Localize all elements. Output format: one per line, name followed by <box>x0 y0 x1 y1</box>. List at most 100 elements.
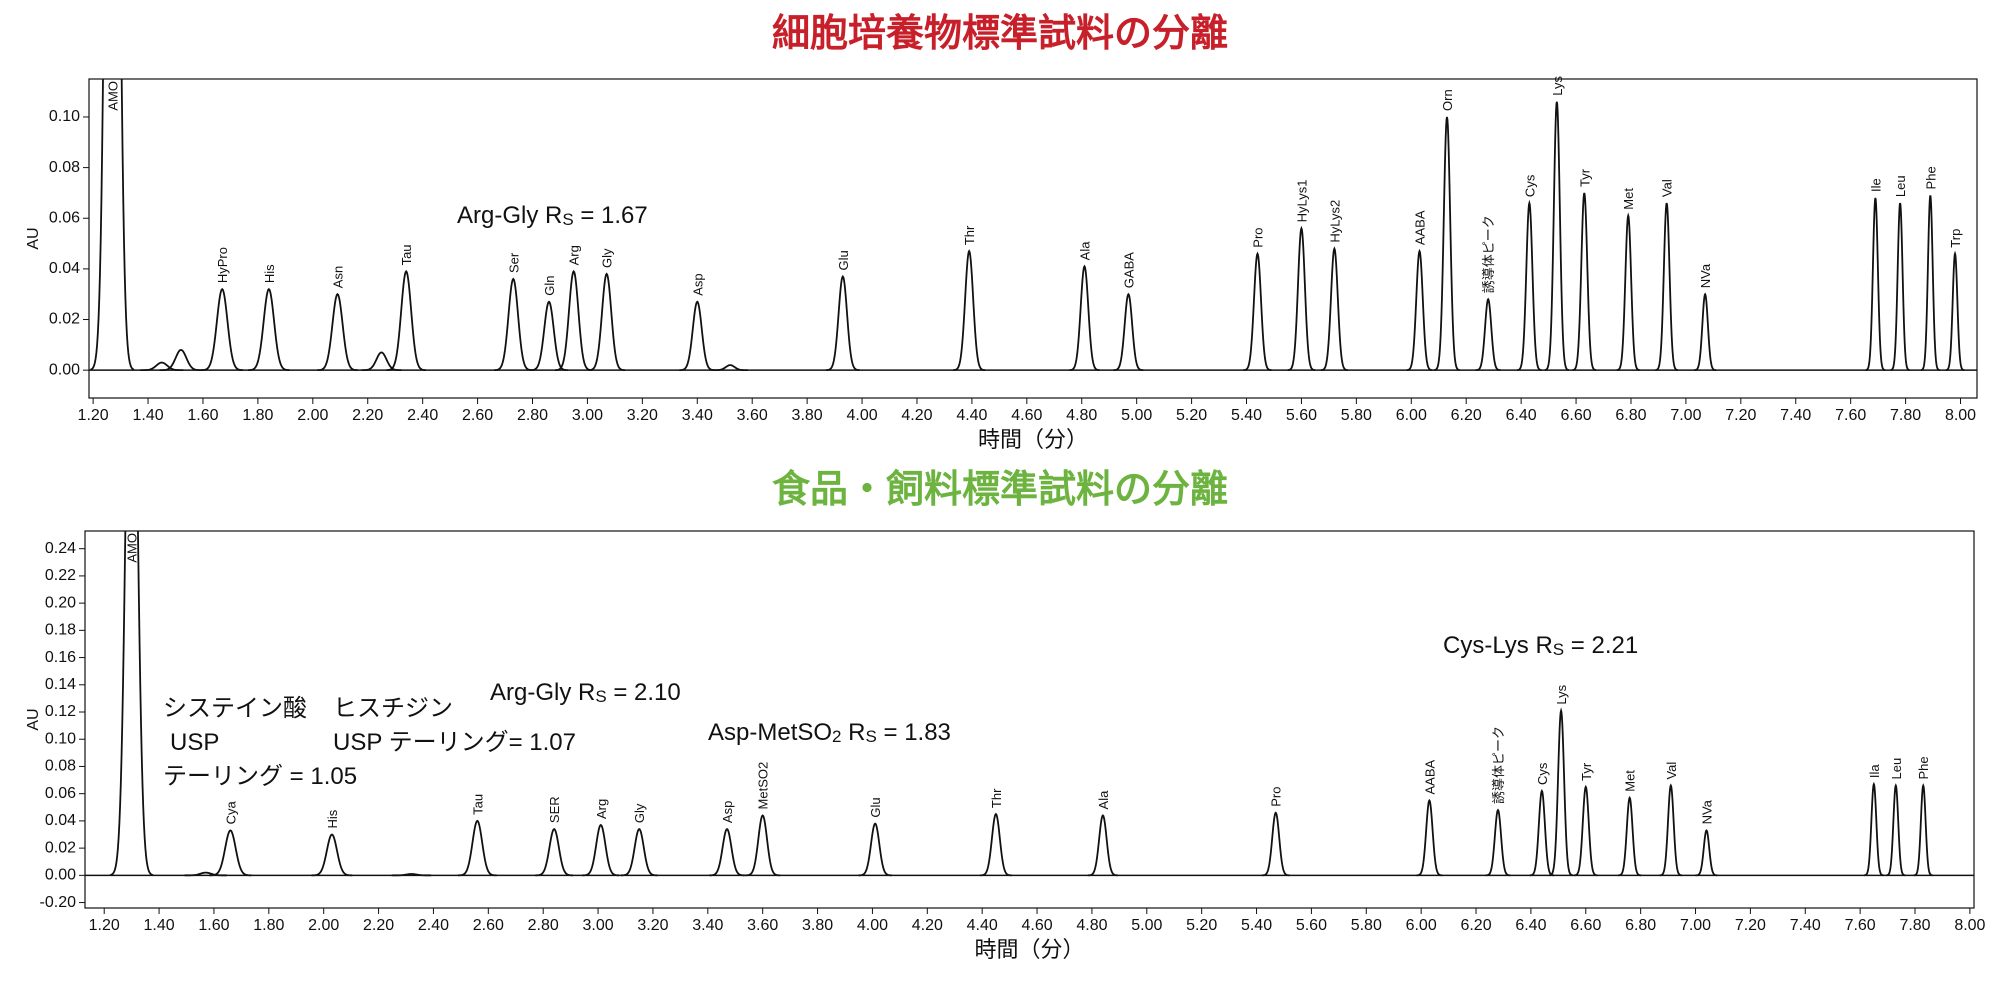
peak <box>1287 225 1316 371</box>
y-tick-label: 0.22 <box>45 567 76 584</box>
peak-label: Arg <box>594 799 609 819</box>
annotation-text: = 1.83 <box>877 719 951 746</box>
annotation: Arg-Gly RS = 2.10 <box>490 679 681 706</box>
peak-label: SER <box>547 796 562 823</box>
peak-label: Gly <box>600 248 615 268</box>
x-tick-label: 6.20 <box>1451 407 1482 424</box>
peak-label: MetSO2 <box>756 762 771 810</box>
x-tick-label: 1.60 <box>187 407 218 424</box>
x-tick-label: 1.20 <box>78 407 109 424</box>
peak-label: Asp <box>720 801 735 823</box>
subscript: S <box>562 210 573 229</box>
x-tick-label: 5.40 <box>1231 407 1262 424</box>
annotation-text: R <box>842 719 866 746</box>
peak <box>980 812 1012 877</box>
peak <box>1694 292 1717 372</box>
peak-label: 誘導体ピーク <box>1481 215 1496 293</box>
y-tick-label: 0.16 <box>45 649 76 666</box>
x-tick-label: 7.60 <box>1845 917 1876 934</box>
x-tick-label: 6.80 <box>1625 917 1656 934</box>
peak-label: Ala <box>1077 241 1092 261</box>
y-tick-label: 0.00 <box>49 361 80 378</box>
peak <box>1320 246 1348 372</box>
x-tick-label: 2.00 <box>297 407 328 424</box>
peak <box>582 823 620 877</box>
peak <box>1616 212 1640 371</box>
peak <box>317 292 358 372</box>
peak-label: 誘導体ピーク <box>1491 726 1506 804</box>
peak <box>858 822 892 877</box>
x-tick-label: 5.00 <box>1121 407 1152 424</box>
x-tick-label: 6.00 <box>1406 917 1437 934</box>
peak <box>1863 781 1884 877</box>
x-tick-label: 4.40 <box>956 407 987 424</box>
peak-label: Orn <box>1440 89 1455 111</box>
annotation: USP テーリング= 1.07 <box>333 729 576 756</box>
peak <box>1865 197 1886 371</box>
plot-area <box>89 79 1977 372</box>
peak <box>679 300 716 372</box>
peak <box>554 269 593 372</box>
peak <box>1573 784 1598 877</box>
peak-label: His <box>325 809 340 828</box>
annotation: Arg-Gly RS = 1.67 <box>457 202 648 229</box>
peak-label: Ser <box>506 252 521 273</box>
peak-label: Asp <box>690 273 705 295</box>
y-tick-label: 0.12 <box>45 703 76 720</box>
peak <box>1618 795 1642 877</box>
peak-label: Asn <box>331 266 346 288</box>
x-tick-label: 2.80 <box>528 917 559 934</box>
annotation: ヒスチジン <box>333 695 453 722</box>
peak <box>535 827 573 877</box>
peak <box>1572 192 1597 371</box>
peak-label: His <box>262 264 277 283</box>
peak <box>1416 798 1443 877</box>
peak-label: Leu <box>1889 758 1904 780</box>
annotation-text: USP <box>170 729 219 756</box>
x-tick-label: 8.00 <box>1945 407 1976 424</box>
peak <box>1243 251 1272 372</box>
x-tick-label: 6.40 <box>1515 917 1546 934</box>
x-tick-label: 3.40 <box>692 917 723 934</box>
peak <box>1886 783 1906 877</box>
y-tick-label: 0.02 <box>49 311 80 328</box>
x-tick-label: 6.60 <box>1570 917 1601 934</box>
x-tick-label: 1.80 <box>253 917 284 934</box>
y-tick-label: 0.06 <box>45 785 76 802</box>
x-tick-label: 3.00 <box>572 407 603 424</box>
peak-label: Thr <box>989 788 1004 808</box>
peak-label: Ala <box>1096 790 1111 810</box>
x-tick-label: 4.00 <box>846 407 877 424</box>
peak <box>201 287 244 372</box>
x-tick-label: 7.80 <box>1890 407 1921 424</box>
x-tick-label: 5.80 <box>1341 407 1372 424</box>
x-tick-label: 5.20 <box>1176 407 1207 424</box>
peak <box>1261 811 1290 877</box>
peak-label: NVa <box>1699 799 1714 824</box>
peak <box>621 827 658 877</box>
x-tick-label: 6.20 <box>1460 917 1491 934</box>
peak <box>1113 292 1144 372</box>
x-tick-label: 1.80 <box>242 407 273 424</box>
x-tick-label: 6.80 <box>1615 407 1646 424</box>
peak-label: Tyr <box>1579 762 1594 781</box>
y-tick-label: 0.08 <box>49 159 80 176</box>
y-tick-label: 0.20 <box>45 594 76 611</box>
peak-label: Leu <box>1893 175 1908 197</box>
peak <box>140 361 184 372</box>
annotation-text: Asp-MetSO <box>708 719 832 746</box>
peak <box>311 833 353 877</box>
annotation-text: = 2.10 <box>607 679 681 706</box>
annotation: USP <box>170 729 219 756</box>
x-tick-label: 1.20 <box>89 917 120 934</box>
subscript: S <box>1553 640 1564 659</box>
peak <box>712 364 748 372</box>
peak <box>1945 250 1965 372</box>
x-tick-label: 5.80 <box>1351 917 1382 934</box>
y-tick-label: 0.24 <box>45 540 76 557</box>
peak <box>184 871 227 877</box>
peak-label: Pro <box>1251 227 1266 247</box>
peak <box>1406 248 1433 372</box>
peak <box>1655 202 1678 371</box>
peak-label: Glu <box>868 797 883 817</box>
